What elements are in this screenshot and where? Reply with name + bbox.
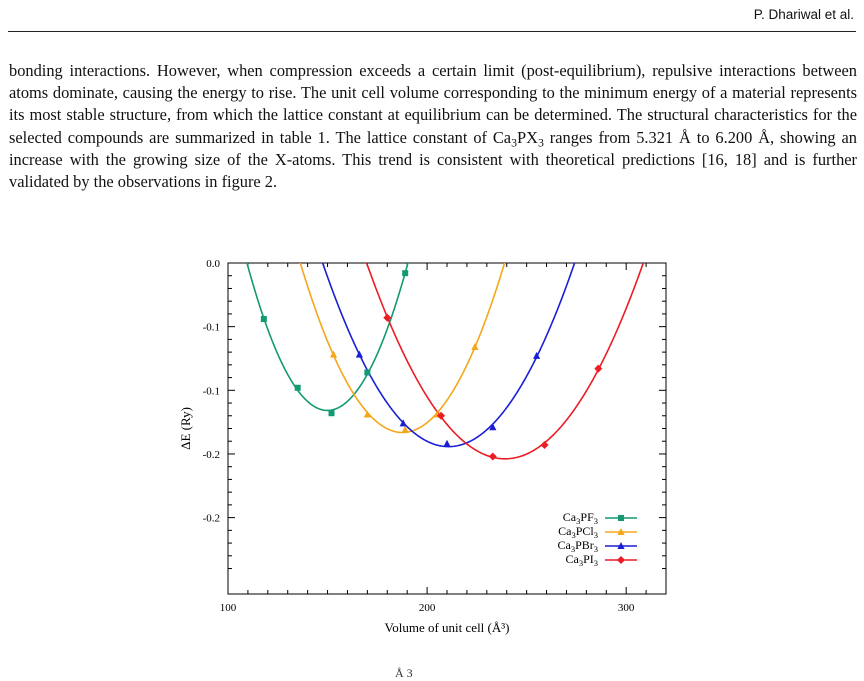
y-tick-label: -0.2 xyxy=(203,449,220,461)
marker-ca3pi3 xyxy=(488,452,497,461)
marker-ca3pf3 xyxy=(328,410,335,417)
axis-ticks xyxy=(227,262,666,594)
paragraph-sub-1: 3 xyxy=(511,134,517,149)
body-paragraph: bonding interactions. However, when comp… xyxy=(9,60,857,193)
marker-ca3pbr3 xyxy=(443,439,451,447)
marker-ca3pbr3 xyxy=(489,423,497,431)
running-header: P. Dhariwal et al. xyxy=(8,0,856,32)
marker-ca3pbr3 xyxy=(532,351,541,359)
y-tick-label: -0.1 xyxy=(203,322,220,334)
y-tick-label: -0.2 xyxy=(203,513,220,525)
x-tick-label: 300 xyxy=(618,602,635,614)
marker-ca3pf3 xyxy=(364,369,371,376)
curve-ca3pi3 xyxy=(365,263,645,460)
marker-ca3pf3 xyxy=(402,270,409,277)
y-axis-label: ΔE (Ry) xyxy=(178,407,193,450)
x-tick-label: 100 xyxy=(220,602,237,614)
legend-label-ca3pi3: Ca3PI3 xyxy=(565,552,598,568)
plot-frame xyxy=(227,262,667,595)
axis-labels: 100 200 300 0.0 -0.1 -0.1 -0.2 -0.2 Volume of un… xyxy=(178,258,635,635)
marker-ca3pi3 xyxy=(437,411,446,420)
marker-ca3pi3 xyxy=(594,364,603,373)
legend-label-ca3pcl3: Ca3PCl3 xyxy=(558,524,598,540)
curves xyxy=(246,263,645,460)
paragraph-part-3: ranges from 5.321 Å to 6.200 Å, showing … xyxy=(9,127,857,192)
x-axis-label: Volume of unit cell (Å³) xyxy=(385,620,510,635)
legend-marker-ca3pf3 xyxy=(618,515,624,521)
marker-ca3pcl3 xyxy=(329,350,338,358)
header-author: P. Dhariwal et al. xyxy=(753,7,854,22)
paragraph-sub-2: 3 xyxy=(537,134,544,149)
marker-ca3pf3 xyxy=(260,316,267,323)
marker-ca3pi3 xyxy=(540,441,549,450)
energy-volume-chart: 100 200 300 0.0 -0.1 -0.1 -0.2 -0.2 Volume of un… xyxy=(178,258,667,635)
paragraph-text: bonding interactions. However, when comp… xyxy=(9,60,857,193)
paragraph-part-2: PX xyxy=(517,127,538,147)
marker-ca3pi3 xyxy=(383,313,392,322)
paragraph-part-1: bonding interactions. However, when comp… xyxy=(9,61,857,147)
marker-ca3pcl3 xyxy=(401,425,409,433)
legend-keys xyxy=(605,515,637,564)
legend-marker-ca3pi3 xyxy=(617,556,625,564)
legend-marker-ca3pbr3 xyxy=(617,542,625,549)
marker-ca3pcl3 xyxy=(471,343,479,351)
legend: Ca3PF3 Ca3PCl3 Ca3PBr3 Ca3PI3 xyxy=(557,510,598,568)
y-tick-label: 0.0 xyxy=(206,258,220,270)
x-tick-label: 200 xyxy=(419,602,436,614)
curve-ca3pcl3 xyxy=(299,263,506,434)
marker-ca3pbr3 xyxy=(355,350,363,358)
curve-ca3pf3 xyxy=(246,263,409,412)
cut-off-text: Å 3 xyxy=(395,666,413,680)
curve-ca3pbr3 xyxy=(321,263,576,448)
legend-label-ca3pbr3: Ca3PBr3 xyxy=(557,538,598,554)
marker-ca3pf3 xyxy=(294,384,301,391)
marker-ca3pbr3 xyxy=(399,419,407,427)
marker-ca3pcl3 xyxy=(363,410,371,418)
markers xyxy=(260,270,603,461)
legend-label-ca3pf3: Ca3PF3 xyxy=(563,510,598,526)
legend-marker-ca3pcl3 xyxy=(617,528,625,535)
y-tick-label: -0.1 xyxy=(203,385,220,397)
